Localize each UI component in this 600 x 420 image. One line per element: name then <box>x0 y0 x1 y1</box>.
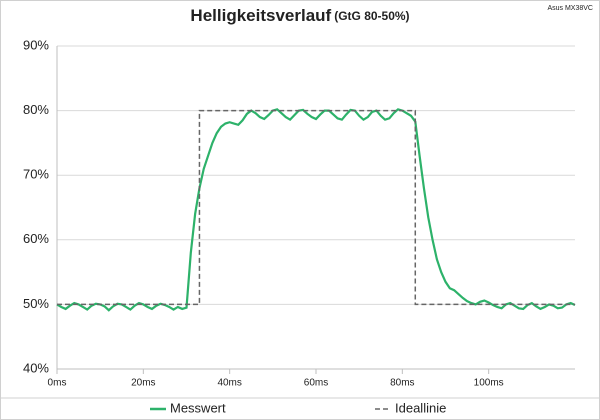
x-tick-label: 40ms <box>217 378 241 389</box>
series-line <box>56 108 576 312</box>
y-tick-label: 70% <box>23 167 49 182</box>
y-tick-label: 60% <box>23 231 49 246</box>
x-tick-label: 20ms <box>131 378 155 389</box>
y-tick-label: 50% <box>23 296 49 311</box>
x-tick-label: 0ms <box>48 378 67 389</box>
series-line <box>57 109 575 306</box>
x-tick-label: 100ms <box>474 378 504 389</box>
x-tick-label: 80ms <box>390 378 414 389</box>
legend-label: Messwert <box>170 400 226 415</box>
title: Helligkeitsverlauf <box>190 6 331 25</box>
y-tick-label: 90% <box>23 37 49 52</box>
y-tick-label: 80% <box>23 102 49 117</box>
y-tick-label: 40% <box>23 360 49 375</box>
subtitle: (GtG 80-50%) <box>334 9 409 23</box>
chart-title: Helligkeitsverlauf (GtG 80-50%) <box>190 6 409 25</box>
annotation: Asus MX38VC <box>547 5 593 12</box>
x-tick-label: 60ms <box>304 378 328 389</box>
legend-label: Ideallinie <box>395 400 446 415</box>
